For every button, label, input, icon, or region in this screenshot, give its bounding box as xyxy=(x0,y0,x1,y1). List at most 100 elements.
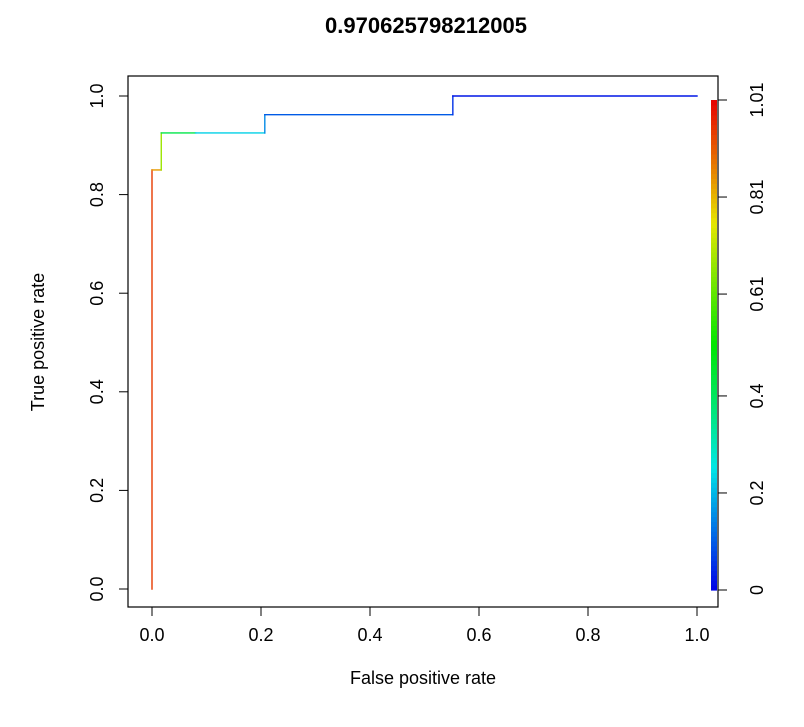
colorbar-band xyxy=(711,452,717,459)
colorbar-band xyxy=(711,349,717,356)
x-tick-label: 1.0 xyxy=(684,625,709,645)
colorbar-band xyxy=(711,531,717,537)
colorbar-band xyxy=(711,335,717,341)
x-axis-label: False positive rate xyxy=(350,668,496,688)
colorbar-band xyxy=(711,374,717,380)
colorbar-band xyxy=(711,438,717,444)
colorbar-band xyxy=(711,232,717,238)
colorbar-band xyxy=(711,496,717,503)
y-axis-label: True positive rate xyxy=(28,273,48,411)
colorbar-band xyxy=(711,227,717,233)
x-axis: 0.0 0.2 0.4 0.6 0.8 1.0 xyxy=(139,606,710,645)
y-axis: 0.0 0.2 0.4 0.6 0.8 1.0 xyxy=(87,83,129,602)
colorbar-band xyxy=(711,428,717,434)
colorbar-band xyxy=(711,501,717,508)
colorbar-band xyxy=(711,541,717,547)
colorbar-band xyxy=(711,163,717,170)
colorbar-tick-label: 0.4 xyxy=(747,383,767,408)
y-tick-label: 0.6 xyxy=(87,281,107,306)
colorbar-tick-label: 0 xyxy=(747,585,767,595)
x-tick-label: 0.2 xyxy=(248,625,273,645)
colorbar-band xyxy=(711,536,717,542)
colorbar-band xyxy=(711,521,717,527)
colorbar-band xyxy=(711,423,717,429)
colorbar-band xyxy=(711,296,717,302)
colorbar-band xyxy=(711,384,717,390)
x-tick-label: 0.6 xyxy=(466,625,491,645)
colorbar-band xyxy=(711,389,717,395)
x-tick-label: 0.0 xyxy=(139,625,164,645)
colorbar-band xyxy=(711,168,717,175)
colorbar-band xyxy=(711,526,717,532)
x-tick-label: 0.8 xyxy=(575,625,600,645)
colorbar-band xyxy=(711,251,717,258)
colorbar-band xyxy=(711,300,717,307)
colorbar-band xyxy=(711,555,717,562)
y-tick-label: 0.8 xyxy=(87,182,107,207)
colorbar-band xyxy=(711,580,717,586)
colorbar-tick-label: 1.01 xyxy=(747,82,767,117)
colorbar-band xyxy=(711,266,717,273)
colorbar-band xyxy=(711,487,717,493)
colorbar-band xyxy=(711,585,717,591)
colorbar-band xyxy=(711,369,717,375)
colorbar-band xyxy=(711,276,717,282)
colorbar-band xyxy=(711,340,717,346)
colorbar-band xyxy=(711,256,717,263)
colorbar-band xyxy=(711,139,717,145)
colorbar-band xyxy=(711,394,717,400)
colorbar-band xyxy=(711,129,717,135)
colorbar-band xyxy=(711,482,717,488)
colorbar-band xyxy=(711,320,717,326)
colorbar-band xyxy=(711,575,717,581)
x-tick-label: 0.4 xyxy=(357,625,382,645)
chart-title: 0.970625798212005 xyxy=(325,13,527,38)
colorbar-band xyxy=(711,158,717,165)
colorbar-band xyxy=(711,413,717,420)
colorbar-band xyxy=(711,247,717,253)
colorbar-tick-label: 0.2 xyxy=(747,480,767,505)
colorbar-band xyxy=(711,467,717,473)
colorbar-band xyxy=(711,506,717,513)
colorbar-band xyxy=(711,398,717,405)
colorbar-band xyxy=(711,305,717,312)
colorbar-band xyxy=(711,222,717,228)
colorbar-tick-label: 0.61 xyxy=(747,277,767,312)
colorbar-band xyxy=(711,550,717,557)
colorbar-band xyxy=(711,173,717,179)
plot-area-frame xyxy=(127,75,719,608)
y-tick-label: 0.2 xyxy=(87,478,107,503)
colorbar-band xyxy=(711,315,717,322)
colorbar-band xyxy=(711,114,717,121)
colorbar-band xyxy=(711,492,717,498)
colorbar-band xyxy=(711,447,717,454)
colorbar-band xyxy=(711,354,717,361)
colorbar-band xyxy=(711,545,717,552)
colorbar-band xyxy=(711,516,717,522)
colorbar-band xyxy=(711,237,717,243)
colorbar-band xyxy=(711,403,717,410)
colorbar-band xyxy=(711,477,717,483)
colorbar-tick-label: 0.81 xyxy=(747,180,767,215)
colorbar-band xyxy=(711,119,717,126)
colorbar-band xyxy=(711,345,717,351)
colorbar-band xyxy=(711,408,717,415)
colorbar-band xyxy=(711,188,717,194)
colorbar-band xyxy=(711,104,717,111)
colorbar-band xyxy=(711,291,717,297)
colorbar-band xyxy=(711,109,717,116)
colorbar-band xyxy=(711,149,717,155)
colorbar-band xyxy=(711,212,717,219)
colorbar-band xyxy=(711,217,717,224)
colorbar-band xyxy=(711,261,717,268)
colorbar-band xyxy=(711,242,717,248)
y-tick-label: 1.0 xyxy=(87,83,107,108)
colorbar-band xyxy=(711,134,717,140)
colorbar-band xyxy=(711,570,717,576)
colorbar-band xyxy=(711,144,717,150)
colorbar-band xyxy=(711,286,717,292)
colorbar-band xyxy=(711,462,717,469)
colorbar-band xyxy=(711,330,717,336)
y-tick-label: 0.4 xyxy=(87,379,107,404)
colorbar: 0 0.2 0.4 0.61 0.81 1.01 xyxy=(711,82,767,595)
